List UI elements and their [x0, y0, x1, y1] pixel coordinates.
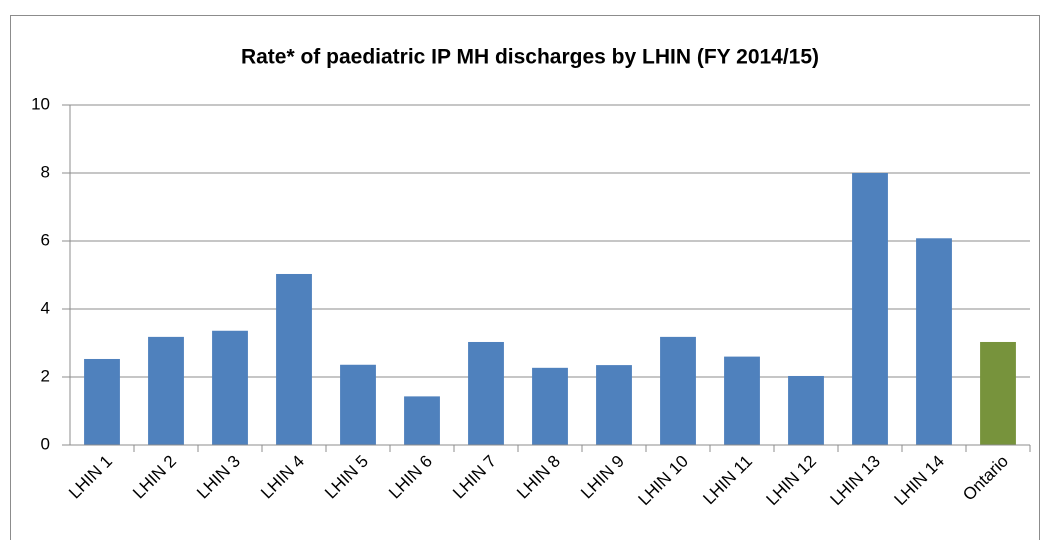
bar — [212, 330, 248, 445]
bar — [852, 173, 888, 445]
y-tick-label: 4 — [41, 298, 50, 317]
y-tick-label: 2 — [41, 366, 50, 385]
bar — [660, 336, 696, 445]
chart-title: Rate* of paediatric IP MH discharges by … — [241, 46, 819, 69]
bar — [596, 365, 632, 445]
bar — [340, 364, 376, 445]
bar — [980, 341, 1016, 445]
bar — [788, 375, 824, 445]
bar — [404, 396, 440, 445]
y-tick-label: 0 — [41, 434, 50, 453]
y-tick-label: 6 — [41, 230, 50, 249]
y-tick-label: 8 — [41, 162, 50, 181]
bar — [468, 341, 504, 445]
y-tick-label: 10 — [31, 94, 50, 113]
bar — [276, 273, 312, 445]
bar — [532, 367, 568, 445]
bar — [148, 336, 184, 445]
bar — [724, 356, 760, 445]
bar — [84, 358, 120, 445]
bar — [916, 238, 952, 445]
